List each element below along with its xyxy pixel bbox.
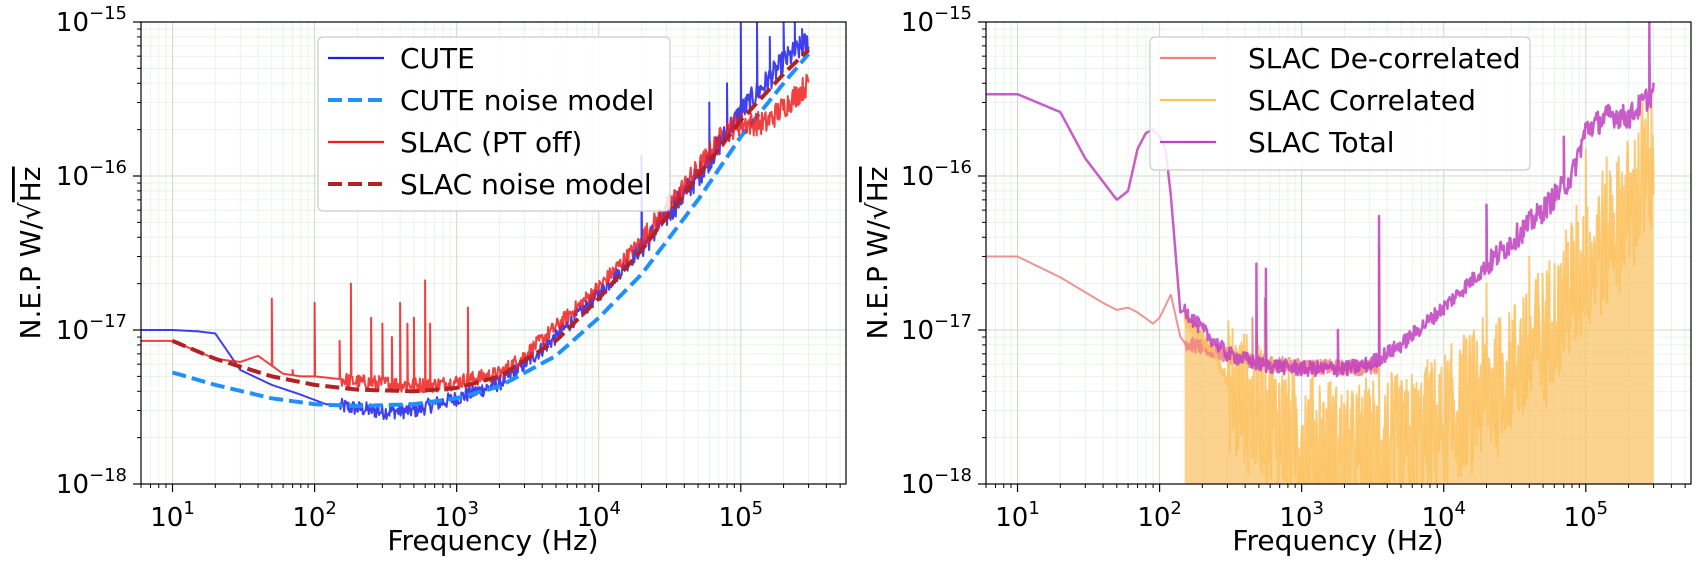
right-panel: 101 102 103 104 105 10−18 10−17 10−16 10−15 Fre… [861,3,1692,557]
minor-grid-left [140,22,846,484]
plot-frame-right [985,21,1692,485]
legend-label-2-right: SLAC Total [1248,126,1395,159]
svg-text:N.E.P W/√Hz: N.E.P W/√Hz [861,167,894,340]
series-fill-1-right [1184,102,1654,484]
legend-label-1-left: CUTE noise model [400,84,654,117]
legend-left: CUTE CUTE noise model SLAC (PT off) SLAC no… [317,36,671,212]
y-tick-label-right: 10−15 [901,3,972,38]
y-axis-label-text-right: N.E.P W/ [861,220,894,340]
legend-label-1-right: SLAC Correlated [1248,84,1476,117]
series-line-2-right [986,22,1655,378]
legend-label-3-left: SLAC noise model [400,168,652,201]
x-tick-label-left: 101 [150,498,195,533]
x-axis-label-right: Frequency (Hz) [1232,524,1443,557]
series-line-1-left [171,52,811,409]
x-tick-label-left: 105 [719,498,764,533]
series-line-3-left [171,48,810,394]
legend-box-left [317,36,671,212]
x-tick-label-left: 103 [434,498,479,533]
ytick-labels-right: 10−18 10−17 10−16 10−15 [901,3,972,500]
series-left [141,22,811,421]
svg-text:N.E.P W/√Hz: N.E.P W/√Hz [14,167,47,340]
x-tick-label-right: 105 [1564,498,1609,533]
y-axis-label-left: N.E.P W/√Hz [14,167,47,340]
x-tick-label-left: 104 [576,498,621,533]
y-axis-label-right: N.E.P W/√Hz [861,167,894,340]
series-line-1-right [1183,101,1655,484]
x-tick-label-left: 102 [292,498,337,533]
legend-right: SLAC De-correlated SLAC Correlated SLAC To… [1149,36,1531,171]
x-tick-label-right: 102 [1137,498,1182,533]
ytick-labels-left: 10−18 10−17 10−16 10−15 [56,3,127,500]
y-tick-label-right: 10−18 [901,465,972,500]
y-axis-label-radical-right: √ [861,202,894,220]
y-tick-label-left: 10−18 [56,465,127,500]
legend-label-0-right: SLAC De-correlated [1248,42,1521,75]
x-axis-label-left: Frequency (Hz) [387,524,598,557]
y-tick-label-left: 10−17 [56,311,127,346]
y-tick-label-right: 10−17 [901,311,972,346]
y-axis-label-hz-left: Hz [14,167,47,203]
x-tick-label-right: 103 [1279,498,1324,533]
ticks-left [133,21,841,492]
legend-label-0-left: CUTE [400,42,475,75]
legend-label-2-left: SLAC (PT off) [400,126,582,159]
xtick-labels-left: 101 102 103 104 105 [150,498,763,533]
y-tick-label-right: 10−16 [901,157,972,192]
ticks-right [978,21,1686,492]
y-tick-label-left: 10−15 [56,3,127,38]
xtick-labels-right: 101 102 103 104 105 [995,498,1608,533]
y-axis-label-radical-left: √ [14,202,47,220]
plot-frame-left [140,21,847,485]
y-axis-label-text-left: N.E.P W/ [14,220,47,340]
y-tick-label-left: 10−16 [56,157,127,192]
series-right [986,22,1655,484]
x-tick-label-right: 104 [1421,498,1466,533]
left-panel: 101 102 103 104 105 10−18 10−17 10−16 10−15 Fre… [14,3,847,557]
y-axis-label-hz-right: Hz [861,167,894,203]
legend-box-right [1149,36,1531,171]
fills-right [1184,102,1654,484]
x-tick-label-right: 101 [995,498,1040,533]
